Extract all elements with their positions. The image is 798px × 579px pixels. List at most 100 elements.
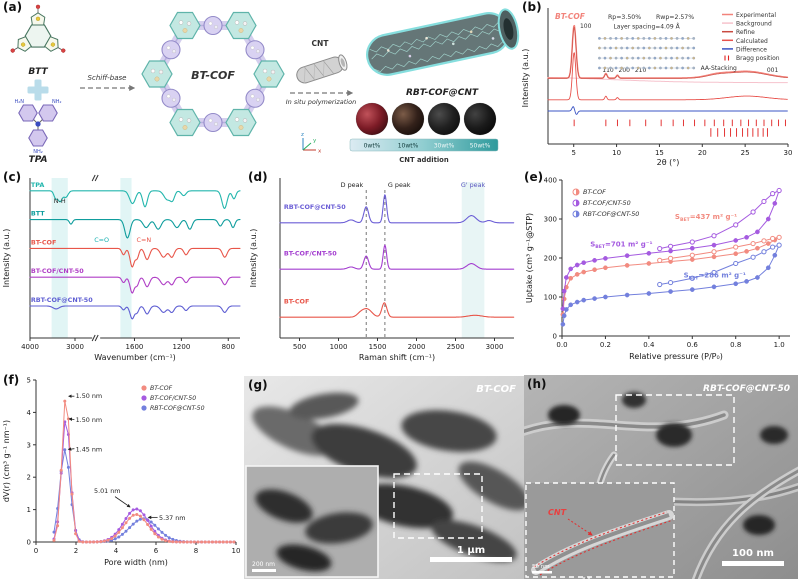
cnt-arrow bbox=[567, 518, 593, 536]
svg-text:BT-COF: BT-COF bbox=[555, 12, 586, 21]
panel-label-b: (b) bbox=[522, 0, 542, 14]
svg-text:Experimental: Experimental bbox=[736, 12, 776, 19]
psd-series bbox=[52, 399, 236, 544]
svg-text:0.6: 0.6 bbox=[687, 341, 699, 349]
tem-dark-particles bbox=[548, 392, 788, 535]
tem-bt-cof-image: 200 nm BT-COF 1 μm bbox=[244, 376, 524, 579]
cnt-addition-gradient-bar bbox=[349, 138, 499, 152]
svg-text:0.4: 0.4 bbox=[643, 341, 655, 349]
svg-text:Intensity (a.u.): Intensity (a.u.) bbox=[249, 229, 258, 288]
main-scale-label: 100 nm bbox=[732, 548, 774, 559]
svg-text:001: 001 bbox=[767, 67, 779, 74]
nh2-label-bottom: NH₂ bbox=[33, 149, 43, 155]
svg-text:SBET=286 m² g⁻¹: SBET=286 m² g⁻¹ bbox=[684, 272, 746, 282]
xrd-annotations: 100 110 200 210 001 BT-COF Rp=3.50% Rwp=2.57% La… bbox=[555, 12, 778, 74]
svg-text:4: 4 bbox=[114, 547, 119, 555]
svg-text:Bragg position: Bragg position bbox=[736, 55, 780, 62]
xrd-series bbox=[547, 24, 789, 115]
svg-text:5.01 nm: 5.01 nm bbox=[94, 487, 121, 495]
svg-text:AA-Stacking: AA-Stacking bbox=[701, 65, 737, 72]
svg-text:BT-COF/CNT-50: BT-COF/CNT-50 bbox=[31, 267, 84, 275]
svg-text:Calculated: Calculated bbox=[736, 38, 768, 45]
wt-label-10: 10wt% bbox=[398, 143, 419, 150]
bt-cof-macrocycle: BT-COF bbox=[141, 11, 285, 137]
main-scale-bar bbox=[430, 557, 512, 562]
svg-text:D peak: D peak bbox=[341, 181, 364, 189]
svg-text:Layer spacing=4.09 Å: Layer spacing=4.09 Å bbox=[613, 24, 680, 31]
svg-text:2: 2 bbox=[74, 547, 78, 555]
ftir-axes: 4000 3000 1600 1200 800 Wavenumber (cm⁻¹) Inte… bbox=[2, 174, 240, 362]
raman-axes: 500 1000 1500 2000 2500 3000 Raman shift (cm⁻¹… bbox=[249, 178, 514, 362]
svg-text:0.2: 0.2 bbox=[600, 341, 611, 349]
panel-b-xrd: 5 10 15 20 25 30 2θ (°) Intensity (a.u.) 100 110 2… bbox=[520, 0, 798, 170]
svg-text:Uptake (cm³ g⁻¹@STP): Uptake (cm³ g⁻¹@STP) bbox=[525, 213, 534, 303]
rbt-cof-cnt-tube bbox=[366, 8, 520, 76]
xrd-chart: 5 10 15 20 25 30 2θ (°) Intensity (a.u.) 100 110 2… bbox=[521, 8, 792, 167]
tem-rbt-cof-cnt-image: CNT 50 nm RBT-COF@CNT-50 100 nm bbox=[524, 375, 798, 579]
cnt-annotation: CNT bbox=[548, 508, 567, 517]
axis-z-label: z bbox=[301, 132, 304, 138]
svg-text:4: 4 bbox=[27, 409, 32, 417]
svg-text:1.50 nm: 1.50 nm bbox=[76, 416, 103, 424]
magnified-region-box bbox=[393, 473, 483, 539]
svg-text:0.0: 0.0 bbox=[556, 341, 567, 349]
btt-molecule bbox=[7, 4, 69, 58]
tem-material-label: BT-COF bbox=[476, 384, 516, 395]
raman-gprime-band bbox=[461, 182, 485, 338]
svg-text:200: 200 bbox=[619, 67, 631, 74]
xrd-axes: 5 10 15 20 25 30 2θ (°) Intensity (a.u.) bbox=[521, 8, 792, 167]
wt-label-0: 0wt% bbox=[364, 143, 381, 150]
inset-scale-label: 50 nm bbox=[532, 564, 550, 570]
panel-label-c: (c) bbox=[3, 170, 22, 184]
panel-d-raman: 500 1000 1500 2000 2500 3000 Raman shift (cm⁻¹… bbox=[246, 170, 522, 372]
panel-label-d: (d) bbox=[248, 170, 268, 184]
svg-text:TPA: TPA bbox=[31, 181, 44, 189]
xyz-axes-icon: x y z bbox=[301, 132, 322, 155]
isotherm-legend: BT-COF BT-COF/CNT-50 RBT-COF@CNT-50 bbox=[572, 188, 639, 218]
inset-scale-bar bbox=[252, 569, 276, 572]
inset-scale-label: 200 nm bbox=[252, 561, 275, 568]
main-scale-bar bbox=[722, 561, 784, 566]
svg-text:BT-COF: BT-COF bbox=[150, 385, 173, 392]
plus-icon bbox=[27, 79, 49, 101]
raman-peak-markers: D peak G peak G' peak bbox=[341, 181, 486, 338]
panel-h-tem: CNT 50 nm RBT-COF@CNT-50 100 nm bbox=[524, 375, 798, 579]
sample-photos bbox=[355, 102, 497, 136]
tpa-molecule: H₂N NH₂ NH₂ bbox=[14, 99, 61, 155]
photo-0wt bbox=[355, 102, 389, 136]
svg-text:5: 5 bbox=[27, 377, 31, 385]
panel-label-h: (h) bbox=[527, 377, 547, 391]
psd-axes: 0 2 4 6 8 10 0 1 2 3 4 5 Pore width (nm) dV(r) (cm³ g… bbox=[2, 377, 240, 568]
svg-text:BT-COF/CNT-50: BT-COF/CNT-50 bbox=[583, 199, 631, 207]
svg-text:Background: Background bbox=[736, 21, 772, 28]
svg-text:0: 0 bbox=[553, 333, 557, 341]
panel-f-psd: 0 2 4 6 8 10 0 1 2 3 4 5 Pore width (nm) dV(r) (cm³ g… bbox=[0, 372, 244, 579]
raman-chart: 500 1000 1500 2000 2500 3000 Raman shift (cm⁻¹… bbox=[249, 178, 515, 362]
svg-text:3: 3 bbox=[27, 441, 31, 449]
svg-text:BT-COF/CNT-50: BT-COF/CNT-50 bbox=[150, 395, 196, 402]
svg-text:100: 100 bbox=[580, 23, 592, 30]
rbt-cof-cnt-label: RBT-COF@CNT bbox=[406, 88, 479, 98]
svg-text:500: 500 bbox=[293, 343, 306, 351]
svg-text:0.8: 0.8 bbox=[730, 341, 741, 349]
svg-text:dV(r) (cm³ g⁻¹ nm⁻¹): dV(r) (cm³ g⁻¹ nm⁻¹) bbox=[2, 420, 11, 502]
svg-text:1600: 1600 bbox=[126, 343, 144, 351]
svg-text:3000: 3000 bbox=[486, 343, 504, 351]
svg-text:0: 0 bbox=[27, 539, 31, 547]
main-scale-label: 1 μm bbox=[457, 545, 485, 556]
svg-text:BT-COF/CNT-50: BT-COF/CNT-50 bbox=[284, 250, 337, 258]
svg-text:RBT-COF@CNT-50: RBT-COF@CNT-50 bbox=[583, 210, 639, 218]
svg-text:BT-COF: BT-COF bbox=[31, 238, 56, 246]
panel-label-f: (f) bbox=[3, 373, 20, 387]
xrd-inset-layers bbox=[598, 37, 696, 70]
panel-e-isotherm: 0.0 0.2 0.4 0.6 0.8 1.0 0 100 200 300 400 Relative … bbox=[522, 170, 798, 372]
tem-material-label: RBT-COF@CNT-50 bbox=[703, 384, 790, 394]
cnt-icon bbox=[296, 54, 348, 84]
psd-annotations: 1.50 nm 1.50 nm 1.45 nm 5.01 nm 5.37 nm bbox=[67, 392, 186, 522]
svg-text:10: 10 bbox=[612, 149, 621, 157]
magnified-region-box bbox=[615, 394, 735, 466]
panel-g-tem: 200 nm BT-COF 1 μm bbox=[244, 376, 524, 579]
ftir-highlight-bands bbox=[51, 178, 132, 338]
svg-text:C=O: C=O bbox=[94, 236, 109, 244]
